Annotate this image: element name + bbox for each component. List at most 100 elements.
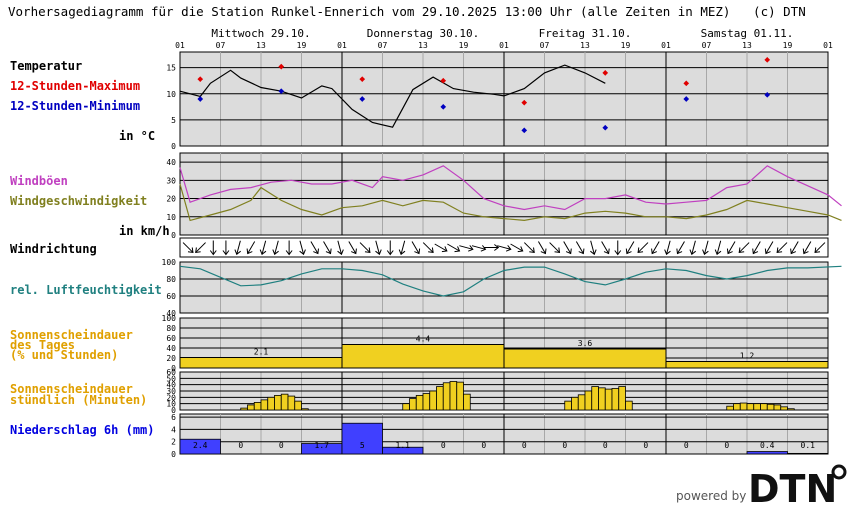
dtn-logo: DTN	[748, 464, 847, 506]
wind-arrow-shaft	[337, 240, 342, 255]
hour-tick-label: 07	[702, 41, 712, 50]
wind-arrow-head	[428, 247, 434, 254]
sunshine-daily-bar	[341, 344, 505, 369]
wind-arrow-head	[614, 250, 622, 256]
sunshine-hourly-bar	[449, 381, 458, 411]
precip-value: 0	[603, 441, 608, 450]
wind-arrow-shaft	[497, 245, 511, 250]
y-tick-label: 0	[171, 406, 176, 415]
day-label: Freitag 31.10.	[539, 27, 632, 40]
hour-tick-label: 07	[216, 41, 226, 50]
day-label: Samstag 01.11.	[701, 27, 794, 40]
wind-arrow-shaft	[261, 240, 267, 255]
humidity-line	[179, 265, 842, 297]
wind-arrow-head	[664, 249, 671, 256]
wind-arrow-shaft	[359, 242, 371, 253]
hour-tick-label: 19	[459, 41, 469, 50]
sunshine-hourly-bar	[456, 381, 464, 411]
sunshine-hourly-bar	[746, 403, 755, 411]
hour-tick-label: 19	[783, 41, 793, 50]
temp-min-point	[197, 96, 204, 102]
temperature-label: Temperatur	[10, 59, 83, 73]
wind-arrow-shaft	[776, 242, 788, 253]
y-tick-label: 4	[171, 425, 176, 434]
precip-label: Niederschlag 6h (mm)	[10, 423, 155, 437]
sunshine-hourly-bar	[274, 395, 282, 411]
wind-arrow-head	[398, 249, 406, 256]
wind-arrow-shaft	[447, 243, 460, 252]
wind-arrow-shaft	[375, 240, 380, 255]
precip-bar	[179, 438, 221, 455]
sunshine-hourly-bar	[422, 393, 431, 411]
wind-arrow-shaft	[459, 245, 473, 250]
precip-value: 2.4	[193, 441, 208, 450]
dtn-logo-text: DTN	[748, 467, 837, 506]
precip-value: 0	[441, 441, 446, 450]
y-tick-label: 0	[171, 142, 176, 151]
wind-arrow-shaft	[752, 241, 761, 254]
sunshine-hourly-bar	[267, 396, 275, 411]
wind-arrow-shaft	[666, 240, 671, 255]
sunshine-hourly-bar	[739, 402, 748, 411]
wind-arrow-icon	[411, 241, 421, 255]
wind-arrow-shaft	[523, 242, 535, 253]
sunshine-daily-value: 3.6	[578, 339, 593, 348]
wind-arrow-head	[603, 248, 610, 255]
wind-arrow-head	[364, 247, 371, 254]
y-tick-label: 10	[166, 90, 176, 99]
y-tick-label: 30	[166, 387, 176, 396]
precip-value: 5	[360, 441, 365, 450]
wind-arrow-shaft	[323, 241, 331, 254]
sunshine-hourly-bar	[287, 395, 296, 411]
temp-min-point	[521, 127, 528, 134]
sunshine-hourly-bar	[253, 401, 262, 411]
wind-arrow-icon	[802, 241, 812, 255]
temp-unit-label: in °C	[119, 129, 156, 143]
hour-tick-label: 07	[540, 41, 550, 50]
precip-bar	[787, 452, 829, 455]
wind-arrow-head	[454, 246, 461, 253]
precip-value: 0	[562, 441, 567, 450]
wind-arrow-head	[776, 247, 783, 254]
wind-arrow-head	[209, 250, 217, 256]
precip-value: 0	[724, 441, 729, 450]
sunshine-hourly-bar	[294, 400, 302, 411]
wind-arrow-head	[637, 247, 644, 254]
wind-arrow-icon	[726, 241, 736, 255]
wind-arrow-icon	[375, 240, 382, 256]
sunshine-hourly-bar	[463, 393, 471, 411]
sunshine-hourly-bar	[564, 400, 572, 411]
wind-arrow-icon	[398, 240, 406, 256]
wind-arrow-head	[337, 249, 344, 256]
wind-arrow-icon	[434, 243, 448, 253]
sunshine-hourly-bar	[591, 386, 599, 411]
temp-max-point	[359, 76, 366, 82]
y-tick-label: 0	[171, 231, 176, 240]
y-tick-label: 100	[162, 314, 177, 323]
y-tick-label: 40	[166, 158, 176, 167]
sunshine-hourly-bar	[760, 403, 768, 411]
y-tick-label: 2	[171, 438, 176, 447]
wind-arrow-icon	[563, 241, 572, 255]
temp-max-point	[440, 77, 447, 84]
sunshine-hourly-bar	[280, 393, 289, 411]
wind-arrow-shaft	[549, 242, 560, 253]
sunshine-hourly-bar	[429, 390, 437, 411]
wind-arrow-icon	[359, 242, 371, 254]
wind-arrow-head	[187, 247, 194, 254]
wind-arrow-head	[234, 249, 241, 256]
hour-tick-label: 01	[175, 41, 185, 50]
sunshine-daily-value: 4.4	[416, 335, 431, 344]
hour-tick-label: 01	[661, 41, 671, 50]
sunshine-hourly-bar	[604, 388, 613, 411]
wind-arrow-icon	[637, 242, 649, 254]
wind-arrow-shaft	[677, 241, 685, 254]
y-tick-label: 20	[166, 195, 176, 204]
temp-min-point	[440, 104, 447, 110]
wind-arrow-icon	[484, 244, 500, 251]
sunshine-hourly-bar	[247, 404, 255, 411]
temp-min-label: 12-Stunden-Minimum	[10, 99, 141, 113]
temp-max-point	[521, 99, 528, 106]
hour-tick-label: 13	[256, 41, 266, 50]
